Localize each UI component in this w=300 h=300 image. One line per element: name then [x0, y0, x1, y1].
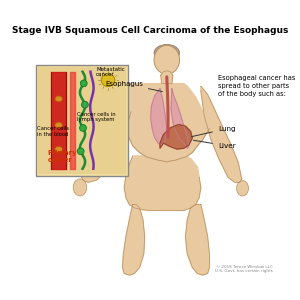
- Ellipse shape: [73, 179, 87, 196]
- Polygon shape: [82, 84, 133, 182]
- Ellipse shape: [101, 74, 115, 87]
- Ellipse shape: [55, 146, 62, 152]
- FancyBboxPatch shape: [38, 67, 126, 174]
- Text: Cancer cells
in the blood: Cancer cells in the blood: [38, 126, 70, 137]
- Text: Lung: Lung: [192, 126, 236, 136]
- Ellipse shape: [154, 44, 180, 62]
- Ellipse shape: [156, 50, 178, 74]
- Text: Esophagus: Esophagus: [105, 81, 162, 92]
- Text: Stage IVB Squamous Cell Carcinoma of the Esophagus: Stage IVB Squamous Cell Carcinoma of the…: [12, 26, 288, 35]
- Ellipse shape: [82, 101, 88, 108]
- Polygon shape: [185, 205, 209, 275]
- Ellipse shape: [80, 80, 87, 87]
- Ellipse shape: [55, 122, 62, 128]
- Ellipse shape: [237, 181, 248, 196]
- Text: Metastatic
cancer: Metastatic cancer: [96, 67, 125, 77]
- Polygon shape: [160, 124, 192, 149]
- Polygon shape: [121, 84, 209, 162]
- Polygon shape: [201, 86, 242, 182]
- FancyBboxPatch shape: [36, 65, 128, 176]
- Text: Liver: Liver: [194, 140, 236, 149]
- Polygon shape: [171, 89, 189, 148]
- Polygon shape: [124, 156, 201, 210]
- Text: Primary
cancer: Primary cancer: [48, 150, 77, 163]
- Text: Cancer cells in
lymph system: Cancer cells in lymph system: [76, 112, 115, 122]
- Text: © 2018 Terese Winslow LLC
U.S. Govt. has certain rights: © 2018 Terese Winslow LLC U.S. Govt. has…: [214, 265, 272, 273]
- Ellipse shape: [80, 124, 86, 131]
- Text: Esophageal cancer has
spread to other parts
of the body such as:: Esophageal cancer has spread to other pa…: [218, 75, 295, 97]
- Polygon shape: [122, 205, 145, 275]
- Polygon shape: [151, 89, 167, 145]
- Ellipse shape: [55, 96, 62, 102]
- Ellipse shape: [77, 148, 84, 155]
- Ellipse shape: [154, 45, 180, 74]
- Polygon shape: [161, 71, 173, 84]
